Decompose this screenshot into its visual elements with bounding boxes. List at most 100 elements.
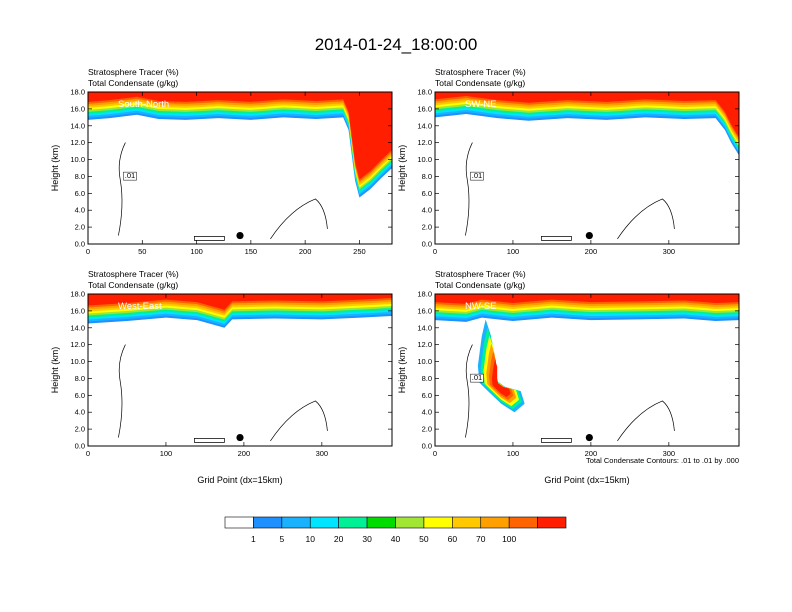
colorbar-box-9 xyxy=(480,516,510,529)
colorbar-box-0 xyxy=(224,516,254,529)
plot-area: .01 xyxy=(88,92,392,244)
y-tick-label: 16.0 xyxy=(417,104,432,113)
x-tick-label: 50 xyxy=(138,247,146,256)
tracer-label: Stratosphere Tracer (%) xyxy=(435,269,526,279)
x-tick-label: 0 xyxy=(433,247,437,256)
y-tick-label: 8.0 xyxy=(75,374,85,383)
x-tick-label: 250 xyxy=(353,247,366,256)
condensate-label: Total Condensate (g/kg) xyxy=(88,280,178,290)
panel-west-east: West-East Stratosphere Tracer (%)Total Co… xyxy=(50,269,393,485)
y-tick-label: 14.0 xyxy=(70,121,85,130)
x-tick-label: 150 xyxy=(245,247,258,256)
condensate-contour-0 xyxy=(465,344,473,438)
colorbar-label-70: 70 xyxy=(476,534,486,544)
y-tick-label: 2.0 xyxy=(75,223,85,232)
y-tick-label: 18.0 xyxy=(70,88,85,97)
contour-label-box xyxy=(123,171,137,181)
colorbar-label-60: 60 xyxy=(448,534,458,544)
condensate-contour-2 xyxy=(270,400,328,442)
colorbar-label-1: 1 xyxy=(251,534,256,544)
tracer-label: Stratosphere Tracer (%) xyxy=(88,67,179,77)
y-tick-label: 8.0 xyxy=(75,172,85,181)
colorbar-box-1 xyxy=(253,516,283,529)
y-tick-label: 14.0 xyxy=(70,323,85,332)
condensate-label: Total Condensate (g/kg) xyxy=(435,78,525,88)
colorbar-label-20: 20 xyxy=(334,534,344,544)
colorbar-label-5: 5 xyxy=(279,534,284,544)
y-tick-label: 12.0 xyxy=(70,138,85,147)
panel-sw-ne: .01 SW-NE Stratosphere Tracer (%)Total Con… xyxy=(397,67,740,256)
location-marker xyxy=(236,433,244,442)
y-tick-label: 0.0 xyxy=(422,442,432,451)
x-tick-label: 0 xyxy=(86,449,90,458)
figure-title: 2014-01-24_18:00:00 xyxy=(315,35,478,54)
y-axis-label: Height (km) xyxy=(397,347,407,394)
x-tick-label: 200 xyxy=(585,449,598,458)
y-tick-label: 4.0 xyxy=(422,408,432,417)
y-tick-label: 12.0 xyxy=(417,138,432,147)
x-tick-label: 300 xyxy=(316,449,329,458)
plot-area: .01 xyxy=(435,92,739,244)
colorbar-label-50: 50 xyxy=(419,534,429,544)
location-marker xyxy=(236,231,244,240)
colorbar-box-7 xyxy=(423,516,453,529)
colorbar-label-30: 30 xyxy=(362,534,372,544)
colorbar-box-10 xyxy=(508,516,538,529)
colorbar-box-2 xyxy=(281,516,311,529)
tracer-label: Stratosphere Tracer (%) xyxy=(435,67,526,77)
colorbar-box-3 xyxy=(309,516,339,529)
x-axis-label: Grid Point (dx=15km) xyxy=(197,475,282,485)
colorbar-label-10: 10 xyxy=(306,534,316,544)
location-marker xyxy=(585,433,593,442)
x-tick-label: 300 xyxy=(663,449,676,458)
tracer-core xyxy=(435,294,739,304)
y-tick-label: 14.0 xyxy=(417,323,432,332)
plot-frame xyxy=(87,91,393,245)
x-tick-label: 100 xyxy=(160,449,173,458)
tracer-core xyxy=(88,294,392,310)
y-tick-label: 2.0 xyxy=(422,223,432,232)
y-tick-label: 18.0 xyxy=(70,290,85,299)
y-tick-label: 16.0 xyxy=(70,306,85,315)
plot-frame xyxy=(87,293,393,447)
y-tick-label: 4.0 xyxy=(75,408,85,417)
x-tick-label: 100 xyxy=(507,449,520,458)
y-tick-label: 0.0 xyxy=(75,240,85,249)
region-label: NW-SE xyxy=(465,301,497,312)
y-tick-label: 12.0 xyxy=(417,340,432,349)
plot-area: .01 xyxy=(435,294,739,446)
region-label: South-North xyxy=(118,99,169,110)
intrusion-band-5 xyxy=(491,359,511,398)
condensate-contour-0 xyxy=(118,142,126,236)
plot-frame xyxy=(434,293,740,447)
tracer-label: Stratosphere Tracer (%) xyxy=(88,269,179,279)
y-tick-label: 0.0 xyxy=(422,240,432,249)
condensate-contour-1 xyxy=(194,438,225,443)
y-tick-label: 4.0 xyxy=(75,206,85,215)
plot-frame xyxy=(434,91,740,245)
y-axis-label: Height (km) xyxy=(397,145,407,192)
y-tick-label: 2.0 xyxy=(422,425,432,434)
y-tick-label: 6.0 xyxy=(75,189,85,198)
tracer-core xyxy=(435,92,739,138)
y-tick-label: 10.0 xyxy=(70,155,85,164)
tracer-band-0 xyxy=(88,92,392,198)
y-tick-label: 10.0 xyxy=(417,155,432,164)
x-tick-label: 0 xyxy=(433,449,437,458)
colorbar-box-4 xyxy=(338,516,368,529)
x-tick-label: 200 xyxy=(299,247,312,256)
y-tick-label: 8.0 xyxy=(422,374,432,383)
contour-label: .01 xyxy=(125,171,135,180)
condensate-contour-0 xyxy=(465,142,473,236)
colorbar-box-5 xyxy=(366,516,396,529)
region-label: SW-NE xyxy=(465,99,497,110)
y-tick-label: 16.0 xyxy=(70,104,85,113)
colorbar-label-100: 100 xyxy=(502,534,516,544)
y-tick-label: 18.0 xyxy=(417,88,432,97)
y-axis-label: Height (km) xyxy=(50,347,60,394)
y-tick-label: 12.0 xyxy=(70,340,85,349)
x-tick-label: 100 xyxy=(190,247,203,256)
